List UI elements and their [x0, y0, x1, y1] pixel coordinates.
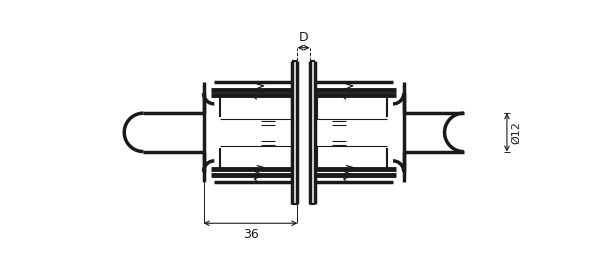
Text: Ø12: Ø12 — [512, 121, 521, 144]
Text: 36: 36 — [242, 228, 259, 241]
Text: D: D — [299, 31, 308, 44]
